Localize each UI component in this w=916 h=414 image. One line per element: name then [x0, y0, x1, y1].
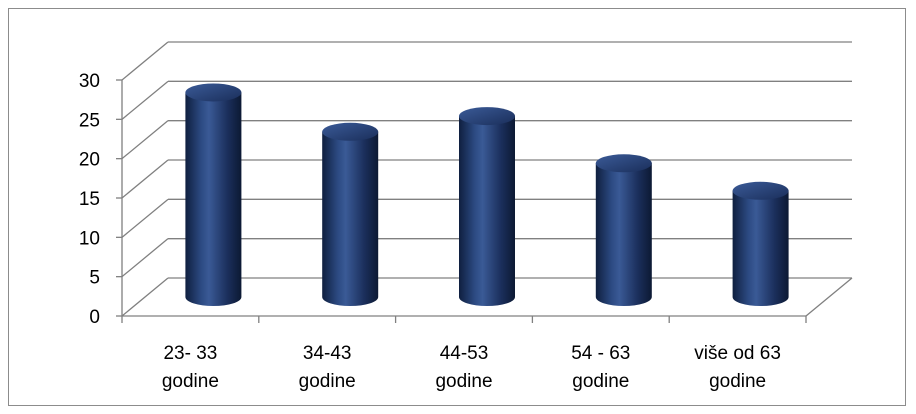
- x-category-label: godine: [162, 371, 219, 392]
- grid-line-side: [121, 41, 169, 81]
- y-tick-label: 15: [79, 189, 100, 210]
- grid-line-side: [121, 198, 169, 238]
- bar-cylinder-top: [322, 122, 379, 141]
- grid-line-side: [121, 238, 169, 278]
- x-category-label: više od 63: [694, 343, 781, 364]
- bar-cylinder-top: [732, 181, 789, 200]
- x-category-label: 34-43: [303, 343, 352, 364]
- grid-line-side: [121, 120, 169, 160]
- x-category-label: 54 - 63: [571, 343, 630, 364]
- bar-cylinder-body: [185, 92, 242, 306]
- bar-cylinder-top: [185, 83, 242, 102]
- bar-cylinder-body: [459, 116, 515, 306]
- x-category-label: godine: [572, 371, 629, 392]
- bar-cylinder-body: [322, 131, 379, 306]
- y-tick-label: 10: [79, 228, 100, 249]
- x-category-label: 23- 33: [163, 343, 217, 364]
- y-tick-label: 25: [79, 110, 100, 131]
- bar-cylinder-body: [732, 190, 789, 306]
- x-category-label: godine: [435, 371, 492, 392]
- bar-cylinder-body: [595, 163, 652, 306]
- y-tick-label: 5: [89, 268, 100, 289]
- bar-cylinder-top: [459, 107, 515, 126]
- floor-right-edge: [805, 277, 853, 317]
- grid-line-side: [121, 159, 169, 199]
- y-tick-label: 0: [89, 307, 100, 328]
- bars: [185, 83, 789, 306]
- x-category-label: 44-53: [440, 343, 489, 364]
- x-category-label: godine: [299, 371, 356, 392]
- y-axis-ticks: 0 5 10 15 20 25 30: [79, 71, 122, 328]
- x-category-label: godine: [709, 371, 766, 392]
- y-tick-label: 20: [79, 150, 100, 171]
- grid-line-side: [121, 80, 169, 120]
- grid-line-side: [121, 277, 169, 317]
- y-tick-label: 30: [79, 71, 100, 92]
- bar-cylinder-top: [595, 154, 652, 173]
- x-axis-ticks: 23- 33 godine 34-43 godine 44-53 godine 54 - 6…: [121, 316, 807, 392]
